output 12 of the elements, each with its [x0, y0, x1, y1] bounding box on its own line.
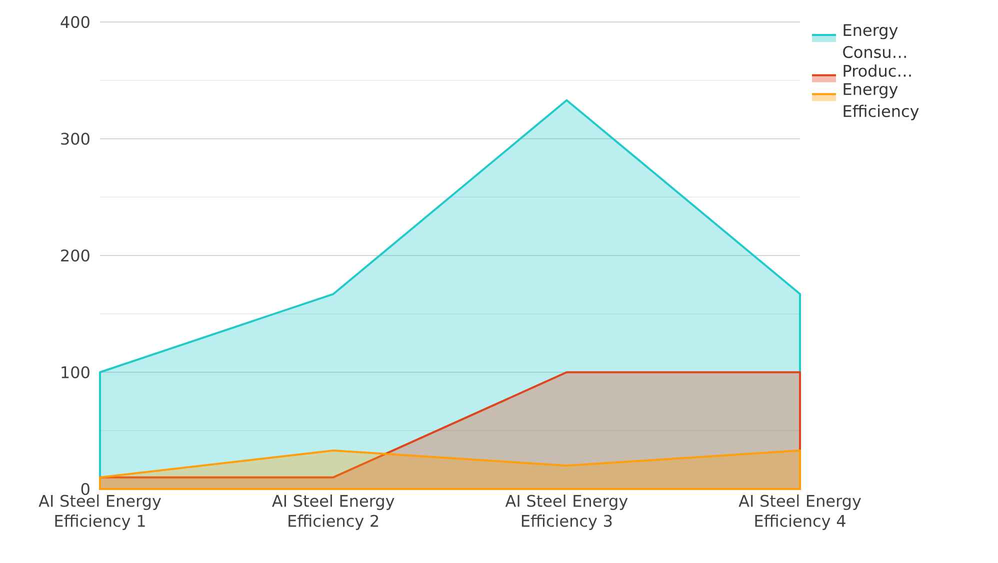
y-tick-label: 300	[61, 132, 90, 145]
y-tick-label: 200	[61, 249, 90, 262]
y-tick-label: 400	[60, 16, 90, 28]
legend-label: Energy Efficiency	[844, 83, 919, 120]
x-tick-label: AI Steel Energy Efficiency 2	[272, 494, 394, 530]
x-tick-label: AI Steel Energy Efficiency 3	[505, 494, 628, 530]
legend-label: Energy Consu…	[843, 24, 906, 58]
y-tick-label: 100	[62, 366, 90, 378]
legend-label: Produc…	[844, 64, 911, 77]
x-tick-label: AI Steel Energy Efficiency 4	[738, 494, 861, 530]
x-tick-label: AI Steel Energy Efficiency 1	[38, 494, 161, 530]
y-tick-label: 0	[81, 482, 90, 496]
